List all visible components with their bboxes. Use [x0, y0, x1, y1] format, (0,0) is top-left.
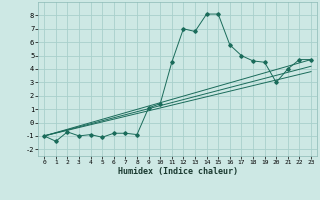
- X-axis label: Humidex (Indice chaleur): Humidex (Indice chaleur): [118, 167, 238, 176]
